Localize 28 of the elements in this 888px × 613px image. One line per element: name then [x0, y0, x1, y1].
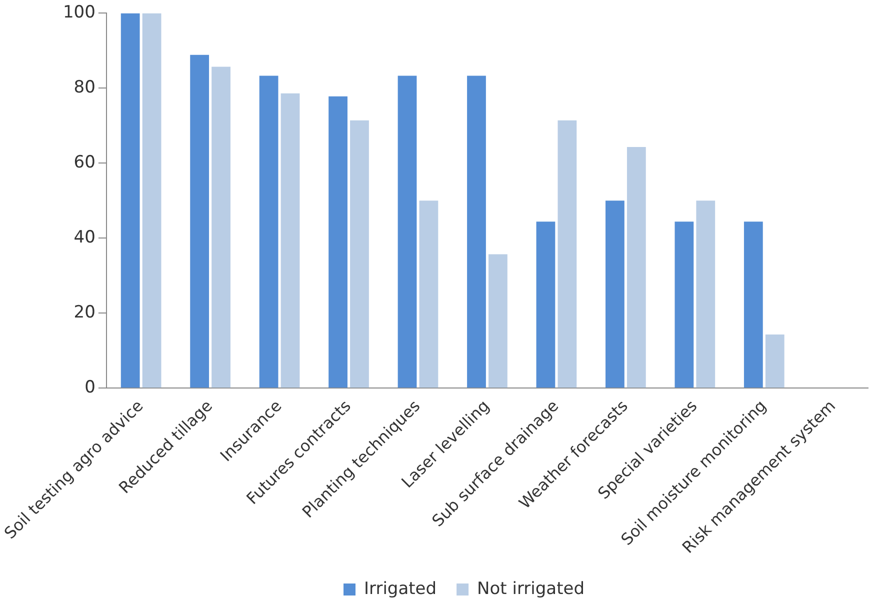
y-tick-label: 100: [62, 2, 96, 23]
bar: [488, 254, 508, 388]
bar: [212, 66, 230, 388]
bar: [467, 76, 486, 388]
y-tick-label: 60: [74, 152, 96, 173]
bar: [626, 147, 646, 388]
legend-label: Irrigated: [364, 578, 437, 599]
bar: [674, 222, 694, 388]
bar: [280, 93, 300, 388]
bar: [606, 200, 624, 388]
bar: [328, 96, 348, 388]
bar: [419, 200, 438, 388]
bar: [398, 76, 417, 388]
bar: [765, 334, 784, 388]
y-tick-label: 40: [74, 228, 96, 248]
y-tick-label: 80: [74, 78, 96, 98]
bar: [696, 200, 716, 388]
y-tick-label: 0: [84, 378, 96, 398]
bar: [190, 54, 210, 388]
bar: [120, 13, 140, 388]
bar: [259, 76, 278, 388]
bar: [350, 120, 369, 388]
y-tick-label: 20: [74, 302, 96, 323]
bar: [536, 222, 556, 388]
bar: [142, 13, 162, 388]
bar: [558, 120, 577, 388]
legend-label: Not irrigated: [477, 578, 584, 599]
bar: [744, 222, 763, 388]
